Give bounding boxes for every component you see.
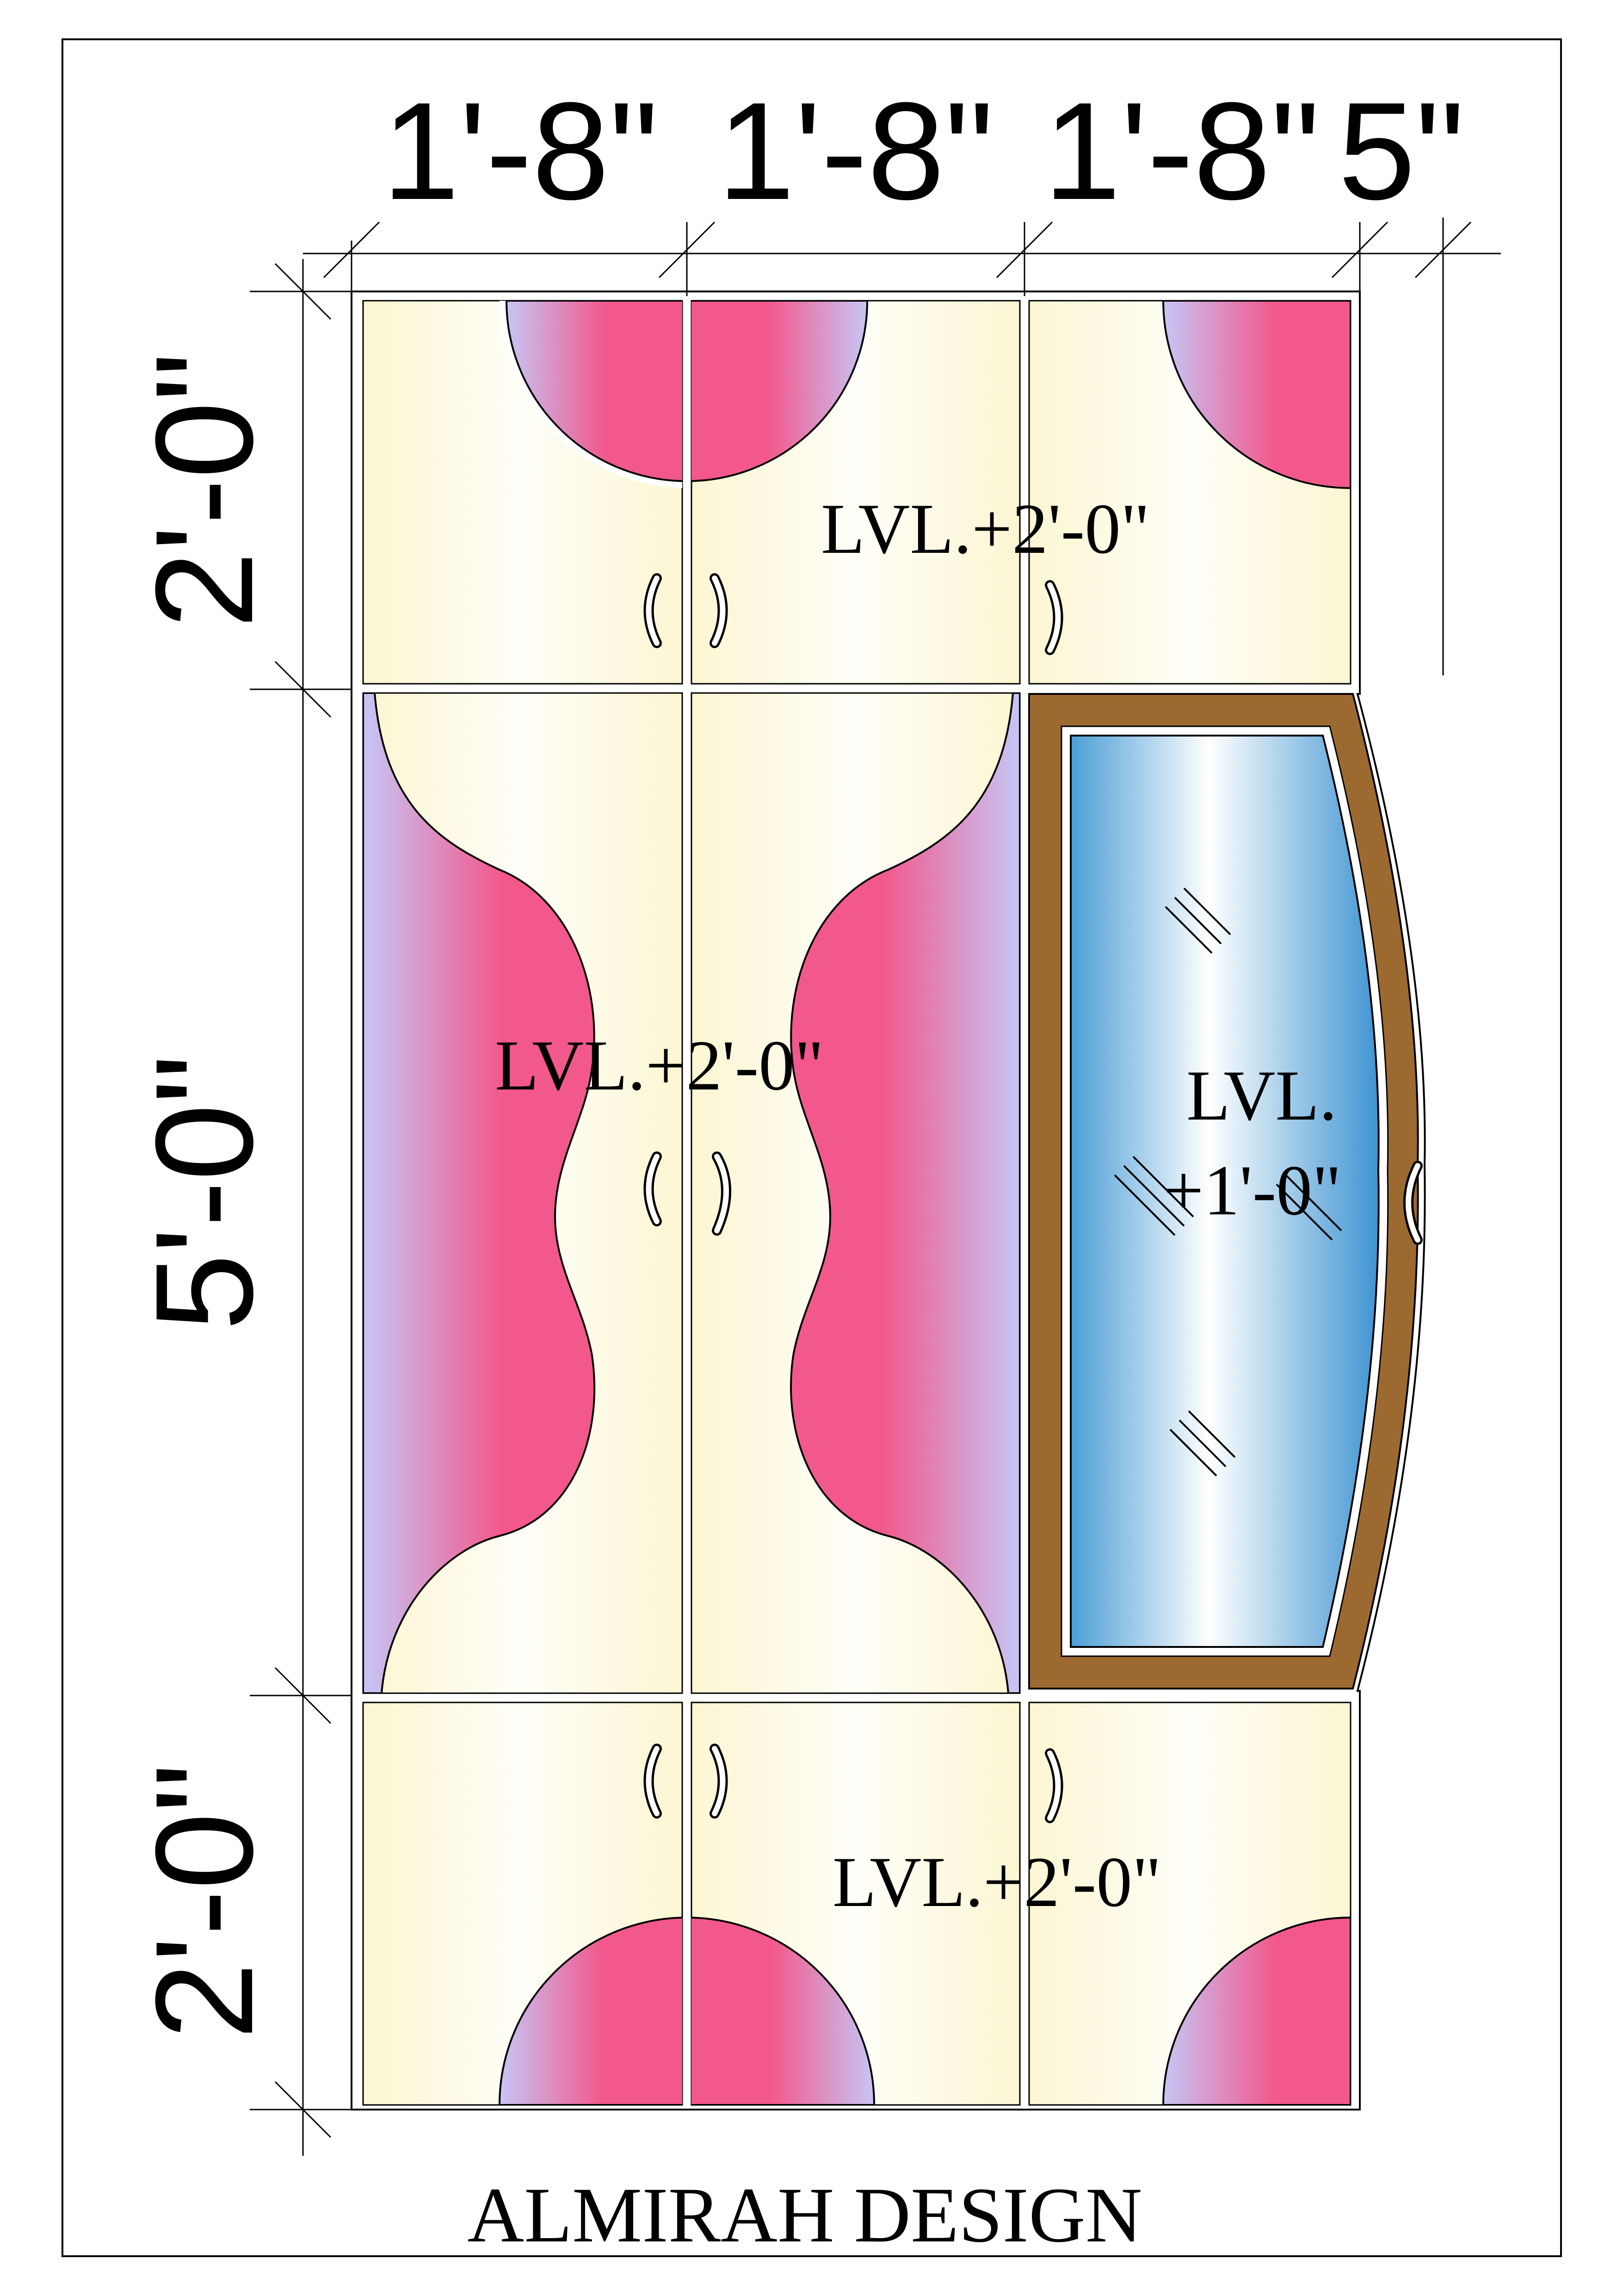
top-loft-level-label: LVL.+2'-0" [821,489,1150,569]
top-loft-handles [643,573,1063,655]
glass-reflection-marks [1114,887,1342,1477]
width-dim-3: 1'-8" [1043,73,1320,229]
bottom-middle-half-circle-fill [691,1917,876,2105]
height-dimensions: 2'-0" 5'-0" 2'-0" [126,259,352,2156]
handle-icon-highlight [646,1154,660,1224]
mirror-glass [1070,735,1380,1648]
top-right-quarter-circle-fill [1162,301,1351,489]
wardrobe-level-label: LVL.+2'-0" [495,1026,824,1105]
wardrobe-handles [643,1151,731,1236]
mirror-level-label-line1: LVL. [1186,1056,1337,1135]
height-dim-top: 2'-0" [126,352,282,628]
bottom-loft-level-label: LVL.+2'-0" [833,1842,1161,1922]
top-middle-half-circle-fill [691,301,869,482]
mirror-shutter: LVL. +1'-0" [1028,693,1423,1690]
bottom-right-quarter-circle-fill [1162,1916,1351,2105]
handle-icon-highlight [646,576,660,646]
width-dim-2: 1'-8" [717,73,994,229]
height-dim-middle: 5'-0" [126,1054,282,1331]
drawing-title: ALMIRAH DESIGN [467,2172,1142,2259]
handle-icon-highlight [1406,1163,1420,1243]
sheet-border [62,38,1562,2257]
mirror-level-label-line2: +1'-0" [1163,1151,1341,1230]
bottom-loft-section: LVL.+2'-0" [362,1702,1351,2106]
height-dim-bottom: 2'-0" [126,1763,282,2039]
top-loft-section: LVL.+2'-0" [362,300,1351,685]
wardrobe-section: LVL.+2'-0" LVL. +1'-0" [362,692,1423,1694]
wardrobe-left-wave-decor [363,693,596,1693]
handle-icon-highlight [712,1746,726,1816]
handle-icon-highlight [712,576,726,646]
handle-icon-highlight [1047,582,1061,653]
bottom-left-half-circle-fill [498,1917,682,2105]
handle-icon-highlight [714,1154,729,1233]
top-left-half-circle-fill [505,301,682,482]
bottom-loft-handles [643,1744,1063,1823]
handle-icon-highlight [1047,1751,1061,1821]
width-dim-4: 5" [1338,73,1464,229]
width-dimensions: 1'-8" 1'-8" 1'-8" 5" [303,73,1501,675]
wardrobe-right-wave-decor [790,693,1020,1693]
handle-icon-highlight [646,1746,660,1816]
width-dim-1: 1'-8" [382,73,658,229]
